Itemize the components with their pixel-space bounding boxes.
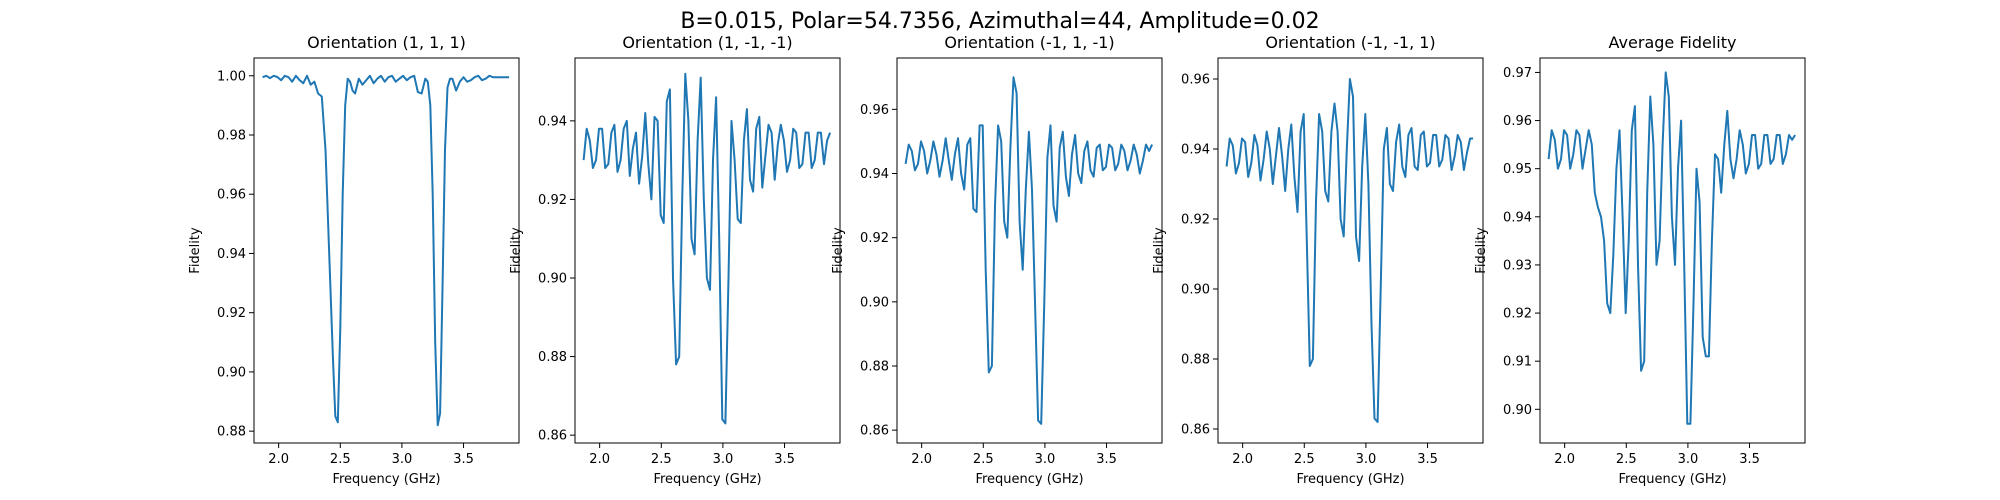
subplot-2: Orientation (1, -1, -1) 2.0 2.5 3.0 3.5 0.86 0… <box>509 33 841 487</box>
y-axis-label: Fidelity <box>188 227 203 274</box>
y-tick-label: 0.91 <box>1503 355 1532 370</box>
y-tick-label: 0.86 <box>860 424 889 439</box>
x-tick-label: 3.0 <box>713 452 734 467</box>
y-tick-label: 0.88 <box>1181 353 1210 368</box>
x-tick-label: 2.5 <box>973 452 994 467</box>
x-tick-label: 3.0 <box>1035 452 1056 467</box>
axes-frame <box>253 57 520 444</box>
axes-frame <box>1539 57 1806 444</box>
y-tick-label: 0.90 <box>1503 403 1532 418</box>
y-tick-label: 0.94 <box>538 114 567 129</box>
subplots-container: Orientation (1, 1, 1) 2.0 2.5 3.0 3.5 0.88 0.9… <box>188 33 1806 487</box>
y-tick-label: 0.94 <box>1503 210 1532 225</box>
y-tick-label: 0.86 <box>538 429 567 444</box>
x-tick-label: 2.0 <box>911 452 932 467</box>
axes-frame <box>1217 57 1484 444</box>
x-tick-label: 2.0 <box>1232 452 1253 467</box>
x-axis-label: Frequency (GHz) <box>1296 472 1404 487</box>
x-axis-label: Frequency (GHz) <box>332 472 440 487</box>
x-axis-label: Frequency (GHz) <box>975 472 1083 487</box>
y-tick-label: 0.94 <box>1181 143 1210 158</box>
y-tick-label: 0.86 <box>1181 423 1210 438</box>
x-tick-label: 2.0 <box>268 452 289 467</box>
y-tick-label: 0.90 <box>1181 283 1210 298</box>
subplot-5: Average Fidelity 2.0 2.5 3.0 3.5 0.90 0.91 0.92… <box>1474 33 1806 487</box>
y-axis-label: Fidelity <box>831 227 846 274</box>
axes-frame <box>896 57 1163 444</box>
y-axis-label: Fidelity <box>1474 227 1489 274</box>
x-tick-label: 2.0 <box>1554 452 1575 467</box>
fidelity-series-line <box>1225 78 1474 423</box>
y-axis-label: Fidelity <box>1152 227 1167 274</box>
y-tick-label: 1.00 <box>217 69 246 84</box>
subplot-title: Orientation (-1, 1, -1) <box>944 33 1114 52</box>
y-tick-label: 0.88 <box>538 350 567 365</box>
x-axis-label: Frequency (GHz) <box>1618 472 1726 487</box>
fidelity-series-line <box>904 76 1154 425</box>
x-tick-label: 2.5 <box>330 452 351 467</box>
subplot-title: Orientation (1, 1, 1) <box>307 33 466 52</box>
x-tick-label: 3.5 <box>1417 452 1438 467</box>
x-tick-label: 2.0 <box>589 452 610 467</box>
subplot-4: Orientation (-1, -1, 1) 2.0 2.5 3.0 3.5 0.86 0… <box>1152 33 1484 487</box>
subplot-title: Average Fidelity <box>1609 33 1737 52</box>
y-tick-label: 0.96 <box>217 188 246 203</box>
y-tick-label: 0.92 <box>538 193 567 208</box>
y-tick-label: 0.96 <box>1503 114 1532 129</box>
y-tick-label: 0.97 <box>1503 66 1532 81</box>
y-tick-label: 0.90 <box>860 295 889 310</box>
fidelity-series-line <box>1547 71 1796 425</box>
y-tick-label: 0.90 <box>217 365 246 380</box>
y-tick-label: 0.92 <box>860 231 889 246</box>
subplot-3: Orientation (-1, 1, -1) 2.0 2.5 3.0 3.5 0.86 0… <box>831 33 1163 487</box>
y-tick-label: 0.88 <box>860 360 889 375</box>
subplot-title: Orientation (1, -1, -1) <box>622 33 792 52</box>
x-tick-label: 2.5 <box>651 452 672 467</box>
x-tick-label: 3.5 <box>774 452 795 467</box>
y-tick-label: 0.94 <box>860 167 889 182</box>
y-tick-label: 0.98 <box>217 129 246 144</box>
x-axis-label: Frequency (GHz) <box>653 472 761 487</box>
x-tick-label: 3.5 <box>1096 452 1117 467</box>
x-tick-label: 2.5 <box>1294 452 1315 467</box>
y-tick-label: 0.92 <box>217 306 246 321</box>
fidelity-series-line <box>582 72 832 425</box>
figure-suptitle: B=0.015, Polar=54.7356, Azimuthal=44, Am… <box>680 9 1319 34</box>
y-tick-label: 0.95 <box>1503 162 1532 177</box>
y-tick-label: 0.88 <box>217 425 246 440</box>
y-tick-label: 0.96 <box>860 103 889 118</box>
x-tick-label: 3.5 <box>1739 452 1760 467</box>
axes-frame <box>574 57 841 444</box>
y-tick-label: 0.92 <box>1181 213 1210 228</box>
x-tick-label: 3.5 <box>453 452 474 467</box>
x-tick-label: 3.0 <box>1678 452 1699 467</box>
y-tick-label: 0.90 <box>538 272 567 287</box>
fidelity-series-line <box>262 74 510 427</box>
x-tick-label: 2.5 <box>1616 452 1637 467</box>
subplot-1: Orientation (1, 1, 1) 2.0 2.5 3.0 3.5 0.88 0.9… <box>188 33 520 487</box>
y-tick-label: 0.93 <box>1503 258 1532 273</box>
y-tick-label: 0.94 <box>217 247 246 262</box>
x-tick-label: 3.0 <box>392 452 413 467</box>
y-tick-label: 0.96 <box>1181 73 1210 88</box>
x-tick-label: 3.0 <box>1356 452 1377 467</box>
subplot-title: Orientation (-1, -1, 1) <box>1265 33 1435 52</box>
y-axis-label: Fidelity <box>509 227 524 274</box>
y-tick-label: 0.92 <box>1503 307 1532 322</box>
